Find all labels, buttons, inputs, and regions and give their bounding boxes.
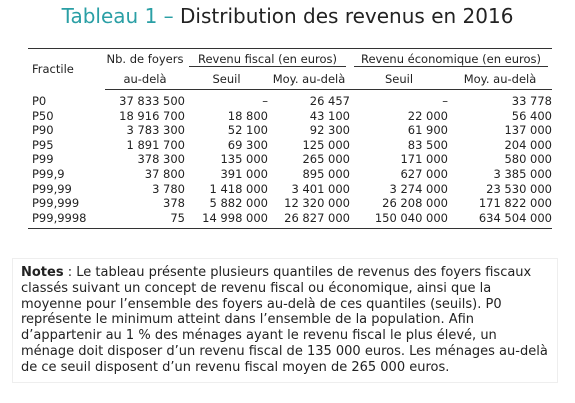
title: Tableau 1 – Distribution des revenus en … [0,4,575,28]
header-row: Fractile Nb. de foyers Revenu fiscal (en… [28,48,552,90]
row: P0 37 833 500 – 26 457 – 33 778 [28,90,552,109]
cell: 92 300 [309,123,350,138]
cell: P90 [32,123,54,138]
cell: 1 891 700 [126,137,185,152]
cell: 56 400 [511,108,552,123]
header: Nb. de foyers [105,48,185,69]
cell: 150 040 000 [350,210,448,230]
notes: Notes : Le tableau présente plusieurs qu… [12,258,558,383]
header: Seuil [185,69,268,90]
header: Moy. au-delà [448,69,552,90]
cell: 378 300 [137,152,185,167]
cell: 37 833 500 [119,94,185,108]
cell: 22 000 [407,108,448,123]
cell: 18 800 [227,108,268,123]
cell: P99,99 [32,181,72,196]
cell: 171 000 [400,152,448,167]
cell: 33 778 [511,94,552,108]
table-body: P0 37 833 500 – 26 457 – 33 778 P50 18 916 700 1… [28,90,552,230]
row: P50 18 916 700 18 800 43 100 22 000 56 400 [28,109,552,124]
cell: – [442,94,448,108]
cell: 23 530 000 [486,181,552,196]
cell: 83 500 [407,137,448,152]
cell: 627 000 [400,166,448,181]
cell: P99,999 [32,196,80,211]
table: Fractile Nb. de foyers Revenu fiscal (en… [28,48,552,230]
header: Seuil [350,69,448,90]
cell: 69 300 [227,137,268,152]
cell: 12 320 000 [284,196,350,211]
cell: – [262,94,268,108]
cell: 137 000 [504,123,552,138]
cell: P95 [32,137,54,152]
cell: 5 882 000 [209,196,268,211]
cell: 204 000 [504,137,552,152]
cell: 14 998 000 [185,210,268,230]
cell: P99,9998 [28,210,105,230]
notes-text: : Le tableau présente plusieurs quantile… [21,265,548,375]
cell: 26 457 [309,94,350,108]
cell: 378 [163,196,185,211]
cell: 634 504 000 [448,210,552,230]
cell: 26 208 000 [382,196,448,211]
cell: 580 000 [504,152,552,167]
header: au-delà [105,69,185,90]
header: Moy. au-delà [268,69,350,90]
title-label: Tableau 1 – [61,4,174,28]
cell: 135 000 [220,152,268,167]
group-header-text: Revenu économique (en euros) [354,52,548,67]
group-header-text: Revenu fiscal (en euros) [189,52,346,67]
cell: 3 385 000 [493,166,552,181]
cell: 75 [105,210,185,230]
row: P90 3 783 300 52 100 92 300 61 900 137 000 [28,123,552,138]
cell: 61 900 [407,123,448,138]
cell: 895 000 [302,166,350,181]
cell: 171 822 000 [478,196,552,211]
group-header: Revenu économique (en euros) [350,48,552,69]
cell: 3 401 000 [291,181,350,196]
cell: P0 [32,93,47,108]
cell: P50 [32,108,54,123]
cell: 125 000 [302,137,350,152]
cell: P99 [32,152,54,167]
title-text: Distribution des revenus en 2016 [180,4,514,28]
cell: 265 000 [302,152,350,167]
cell: 26 827 000 [268,210,350,230]
header-row: au-delà Seuil Moy. au-delà Seuil Moy. au… [28,69,552,90]
cell: 3 274 000 [389,181,448,196]
row: P95 1 891 700 69 300 125 000 83 500 204 000 [28,138,552,153]
row: P99 378 300 135 000 265 000 171 000 580 000 [28,152,552,167]
header: Fractile [28,48,105,90]
cell: 3 780 [152,181,185,196]
row: P99,9 37 800 391 000 895 000 627 000 3 385 00… [28,167,552,182]
cell: 37 800 [144,166,185,181]
cell: 52 100 [227,123,268,138]
cell: 3 783 300 [126,123,185,138]
notes-label: Notes [21,265,64,280]
cell: P99,9 [32,166,65,181]
row: P99,9998 75 14 998 000 26 827 000 150 040 00… [28,210,552,230]
cell: 18 916 700 [119,108,185,123]
cell: 43 100 [309,108,350,123]
row: P99,99 3 780 1 418 000 3 401 000 3 274 000 23… [28,182,552,197]
row: P99,999 378 5 882 000 12 320 000 26 208 000 1… [28,196,552,211]
cell: 1 418 000 [209,181,268,196]
group-header: Revenu fiscal (en euros) [185,48,350,69]
cell: 391 000 [220,166,268,181]
